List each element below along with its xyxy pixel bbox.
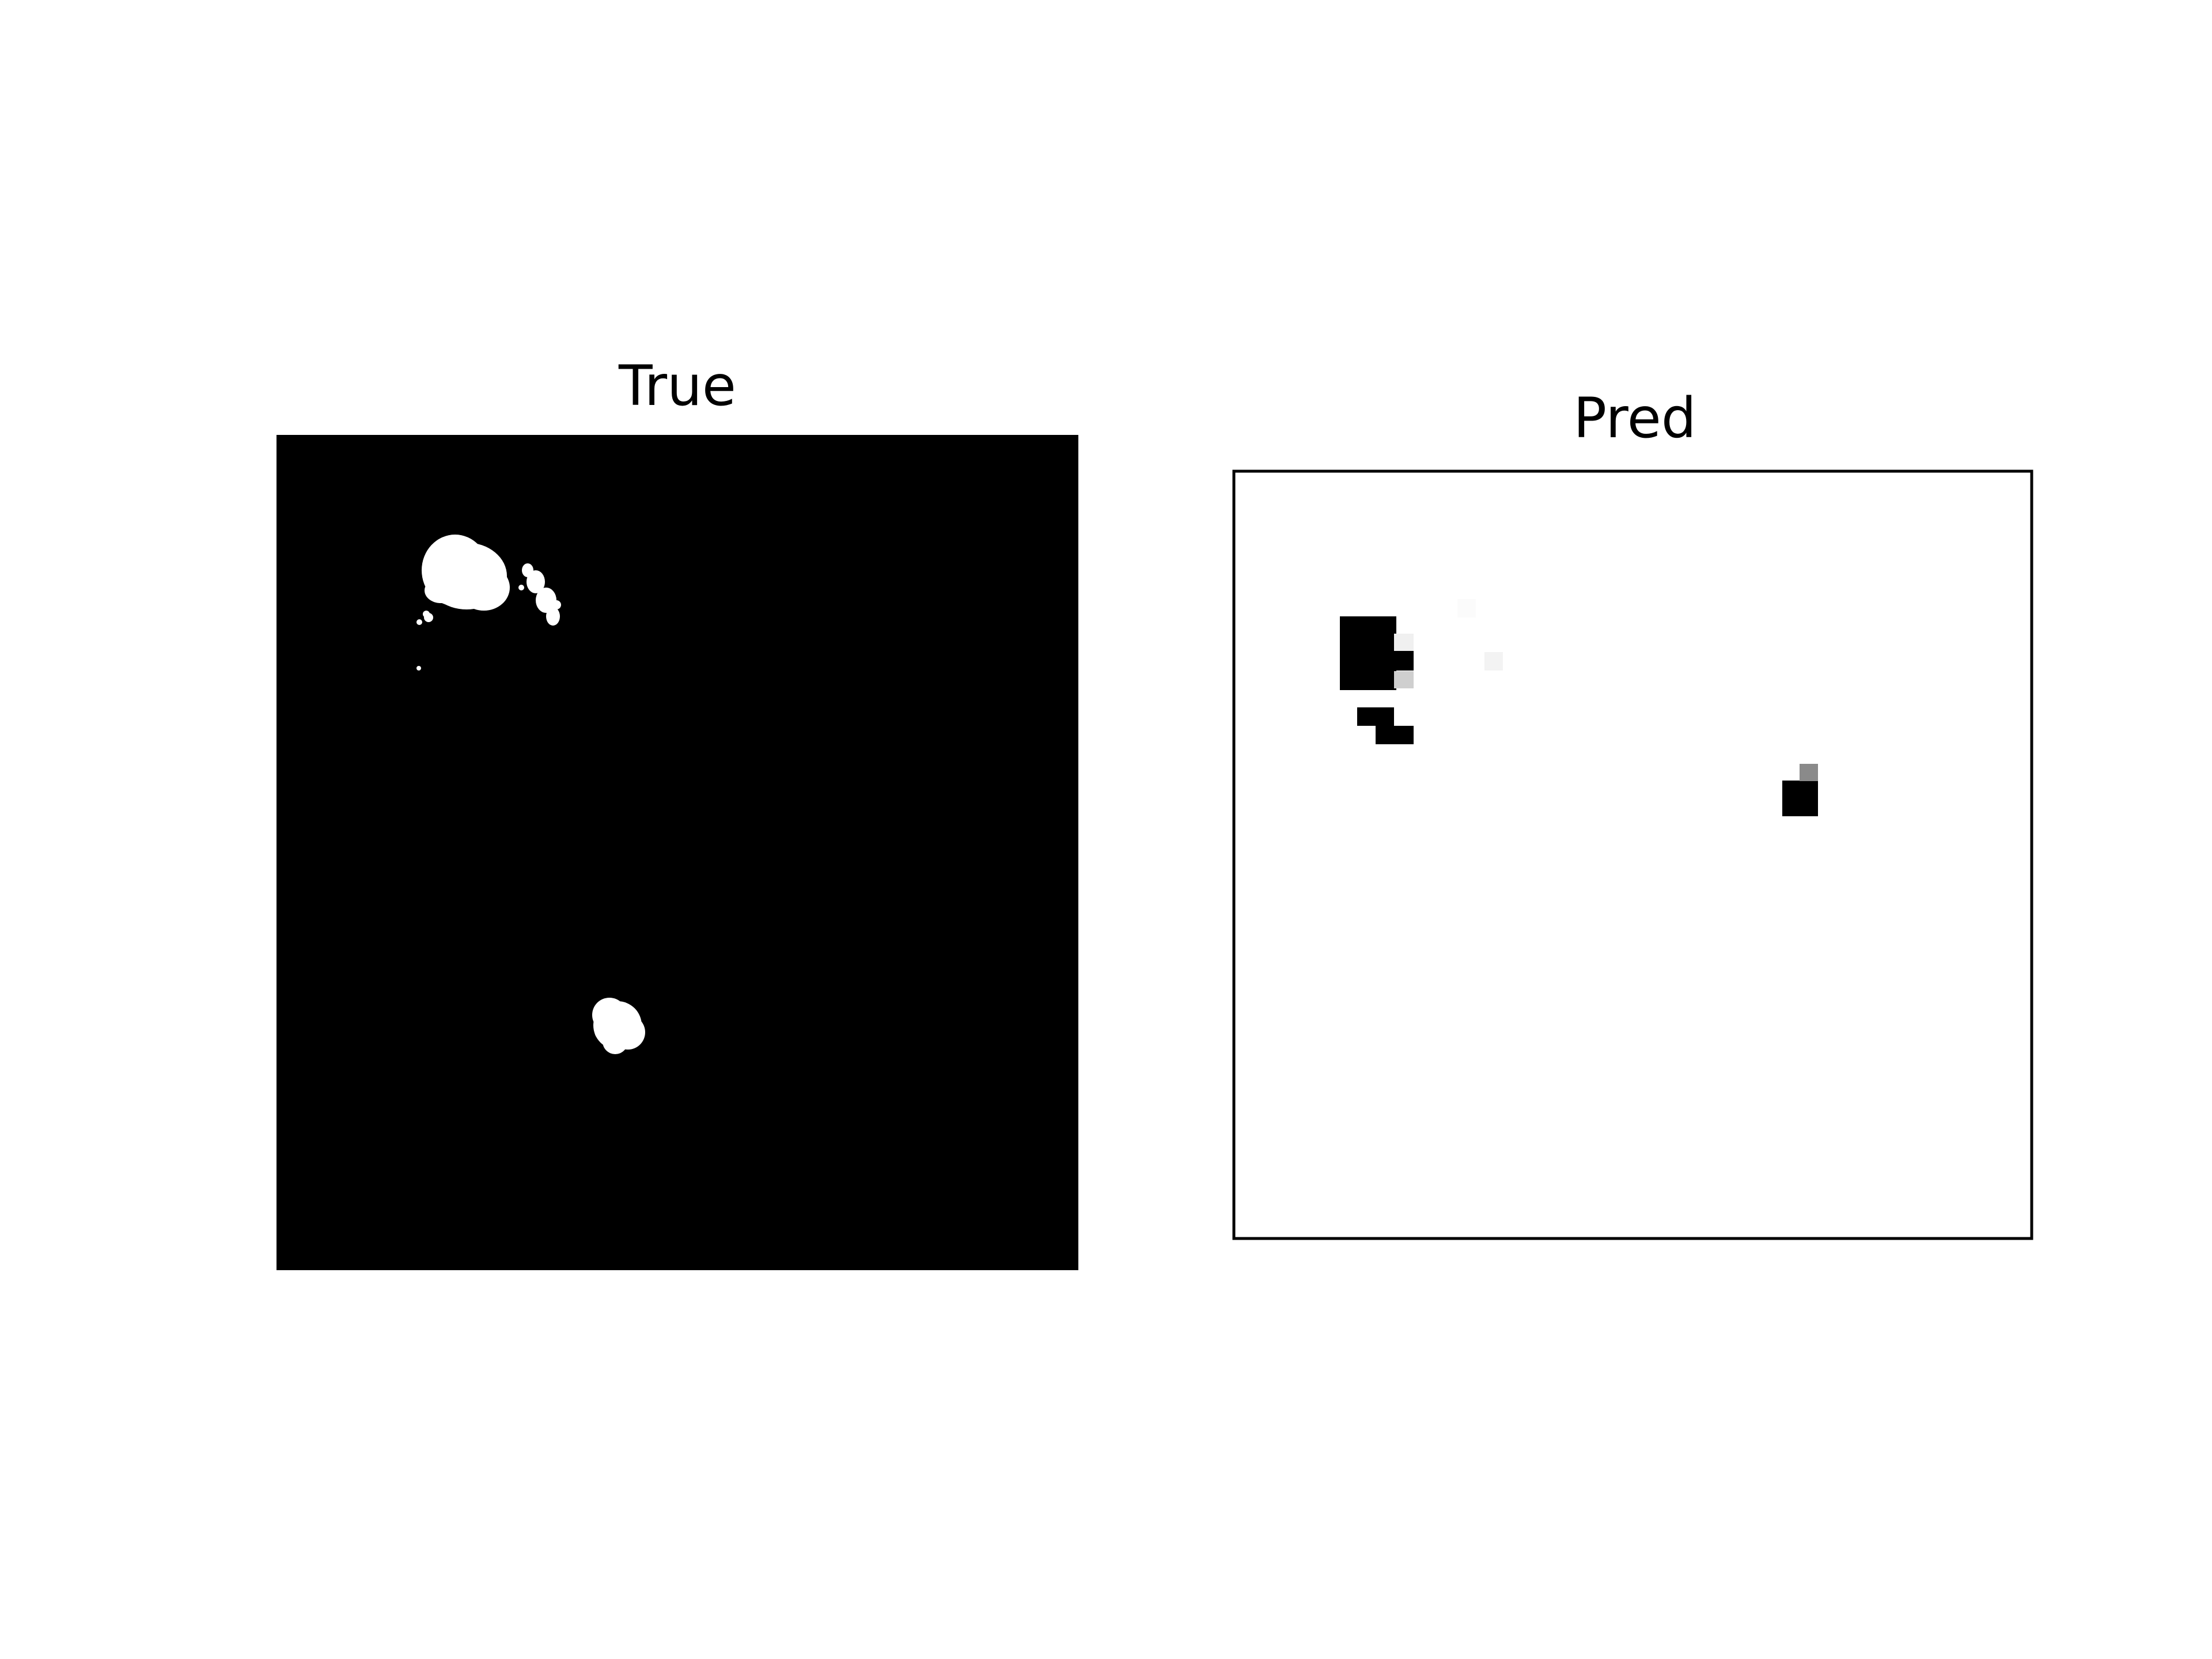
true-mask-image [276,435,1078,1270]
true-mask-background [276,435,1078,1270]
true-mask-blob-large [416,535,510,671]
pred-mask-background [1234,471,2032,1238]
pred-mask-region-upper-left [1340,599,1503,744]
pred-axes-frame [1232,469,2033,1240]
pred-mask-image [1232,469,2033,1240]
true-mask-blob-crescent [518,563,561,626]
pred-mask-region-right [1782,764,1818,816]
true-mask-blob-small [592,998,645,1054]
panel-title-true: True [619,354,736,418]
panel-title-pred: Pred [1573,386,1696,450]
